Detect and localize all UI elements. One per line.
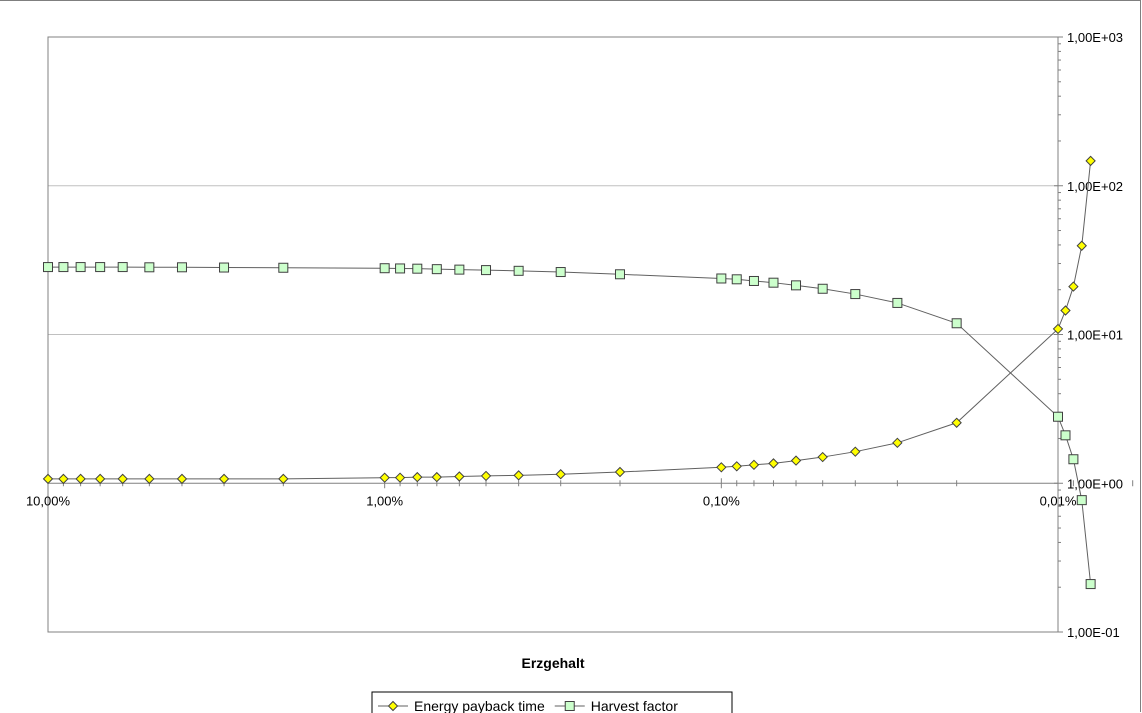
data-point [44,474,53,483]
data-point [59,474,68,483]
data-point [514,471,523,480]
data-point [59,263,68,272]
data-point [76,474,85,483]
data-point [177,474,186,483]
data-point [118,263,127,272]
data-point [482,266,491,275]
y-tick-label: 1,00E+02 [1067,179,1123,194]
data-point [96,263,105,272]
data-point [413,473,422,482]
data-point [556,470,565,479]
data-point [792,281,801,290]
data-point [732,462,741,471]
series-energy-payback-time [44,156,1096,483]
series-layer [44,156,1096,588]
data-point [1077,496,1086,505]
data-point [220,474,229,483]
series-harvest-factor [44,263,1096,589]
data-point [455,265,464,274]
data-point [44,263,53,272]
data-point [220,263,229,272]
y-tick-label: 1,00E-01 [1067,625,1120,640]
series-line [48,267,1091,584]
data-point [432,265,441,274]
legend-label: Energy payback time [414,698,545,713]
data-point [76,263,85,272]
data-point [818,453,827,462]
data-point [514,266,523,275]
data-point [1069,455,1078,464]
data-point [380,264,389,273]
legend: Energy payback time Harvest factor [372,692,732,713]
data-point [145,474,154,483]
x-axis-title: Erzgehalt [521,655,584,671]
data-point [96,474,105,483]
data-point [482,471,491,480]
data-point [893,298,902,307]
data-point [145,263,154,272]
data-point [851,290,860,299]
data-point [1061,306,1070,315]
data-point [279,263,288,272]
x-tick-label: 10,00% [26,493,71,508]
data-point [769,459,778,468]
data-point [396,473,405,482]
data-point [177,263,186,272]
data-point [749,460,758,469]
data-point [413,264,422,273]
data-point [380,473,389,482]
y-tick-label: 1,00E+03 [1067,30,1123,45]
data-point [615,468,624,477]
data-point [432,473,441,482]
data-point [893,438,902,447]
data-point [1077,241,1086,250]
data-point [717,274,726,283]
data-point [717,463,726,472]
data-point [455,472,464,481]
data-point [732,275,741,284]
data-point [1086,156,1095,165]
legend-marker [565,702,574,711]
data-point [851,447,860,456]
data-point [1069,282,1078,291]
series-line [48,161,1091,479]
data-point [279,474,288,483]
gridlines [48,186,1058,335]
y-tick-label: 1,00E+00 [1067,476,1123,491]
y-tick-label: 1,00E+01 [1067,328,1123,343]
x-tick-label: 1,00% [366,493,403,508]
data-point [396,264,405,273]
x-tick-label: 0,10% [703,493,740,508]
data-point [952,319,961,328]
data-point [818,284,827,293]
data-point [556,268,565,277]
data-point [1061,431,1070,440]
legend-label: Harvest factor [591,698,678,713]
data-point [749,276,758,285]
data-point [118,474,127,483]
data-point [615,270,624,279]
data-point [792,456,801,465]
data-point [1054,412,1063,421]
data-point [769,278,778,287]
data-point [1086,580,1095,589]
